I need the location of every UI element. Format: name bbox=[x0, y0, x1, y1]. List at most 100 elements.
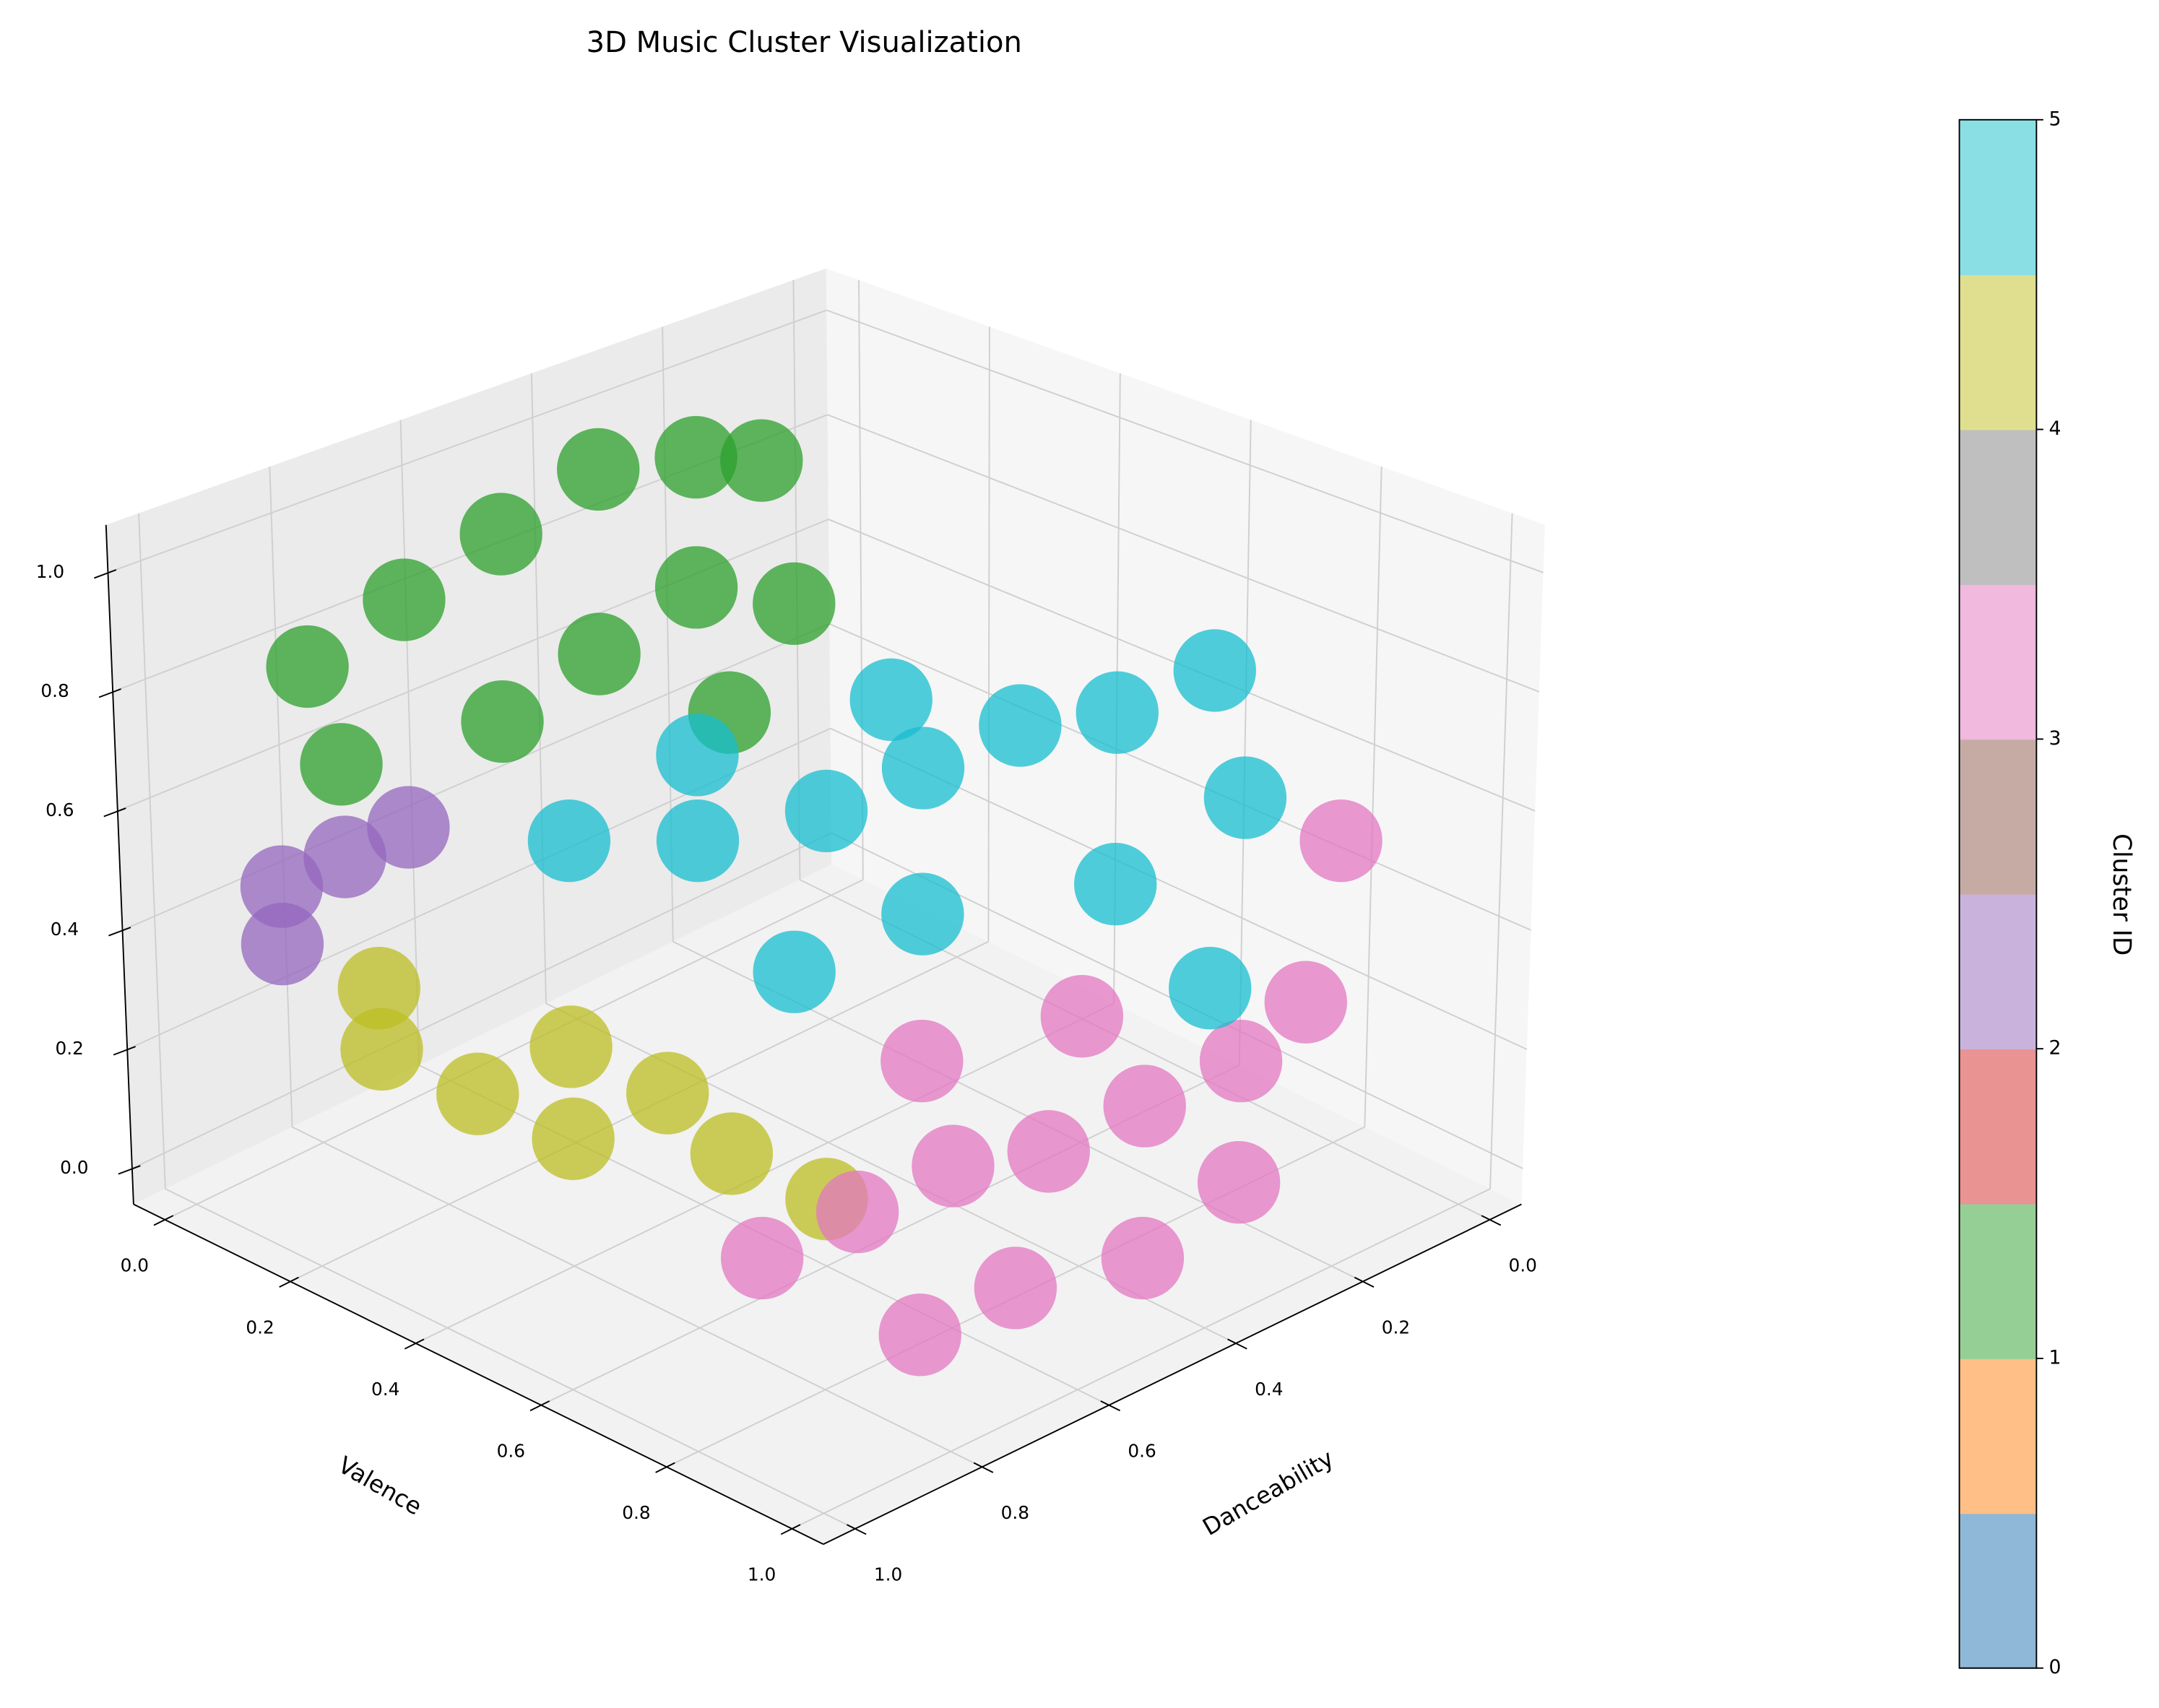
grid-line bbox=[122, 623, 830, 931]
colorbar-tick-label: 0 bbox=[2048, 1656, 2061, 1678]
point bbox=[1299, 799, 1383, 883]
colorbar-frame bbox=[1958, 118, 2038, 1669]
point bbox=[720, 1216, 804, 1300]
point bbox=[881, 1019, 964, 1103]
y-tick-label: 0.2 bbox=[246, 1317, 274, 1338]
point bbox=[979, 684, 1062, 767]
y-tick bbox=[780, 1524, 801, 1535]
point bbox=[654, 415, 737, 499]
point bbox=[1264, 961, 1347, 1044]
grid-line bbox=[131, 832, 832, 1169]
point bbox=[557, 428, 640, 511]
point bbox=[656, 799, 740, 883]
grid-line bbox=[827, 414, 1540, 693]
grid-line bbox=[269, 467, 293, 1127]
colorbar-band bbox=[1959, 584, 2037, 740]
colorbar-band bbox=[1959, 1358, 2037, 1514]
colorbar-band bbox=[1959, 1049, 2037, 1205]
point bbox=[300, 723, 383, 806]
z-tick bbox=[113, 1046, 136, 1056]
point bbox=[784, 769, 868, 853]
y-tick bbox=[655, 1462, 675, 1473]
grid-line bbox=[858, 279, 864, 880]
y-tick bbox=[529, 1400, 550, 1412]
colorbar-tick-label: 4 bbox=[2048, 417, 2061, 440]
point bbox=[1076, 671, 1159, 754]
point bbox=[1169, 947, 1252, 1030]
grid-line bbox=[987, 326, 990, 942]
grid-line bbox=[1238, 420, 1252, 1065]
point bbox=[1173, 629, 1256, 712]
colorbar-tick-label: 1 bbox=[2048, 1346, 2061, 1369]
point bbox=[1199, 1019, 1283, 1103]
point bbox=[337, 947, 420, 1030]
point bbox=[753, 562, 836, 645]
grid-line bbox=[1489, 513, 1513, 1189]
right-pane bbox=[826, 268, 1545, 1205]
point bbox=[303, 815, 386, 898]
point bbox=[690, 1112, 774, 1195]
x-tick bbox=[847, 1524, 867, 1535]
grid-line bbox=[826, 309, 1544, 573]
x-tick-label: 1.0 bbox=[874, 1564, 902, 1585]
point bbox=[626, 1052, 709, 1135]
colorbar-band bbox=[1959, 739, 2037, 895]
point bbox=[340, 1007, 423, 1091]
colorbar-label: Cluster ID bbox=[2107, 833, 2136, 955]
point bbox=[529, 1005, 613, 1088]
colorbar-band bbox=[1959, 893, 2037, 1050]
point bbox=[240, 845, 324, 928]
y-tick-label: 1.0 bbox=[748, 1564, 776, 1585]
grid-line bbox=[108, 309, 827, 573]
point bbox=[532, 1097, 615, 1180]
point bbox=[878, 1293, 961, 1377]
point bbox=[363, 558, 446, 641]
grid-line bbox=[292, 1126, 983, 1468]
point bbox=[1197, 1141, 1281, 1224]
point bbox=[436, 1052, 519, 1135]
x-tick-label: 0.8 bbox=[1001, 1502, 1029, 1523]
point bbox=[461, 680, 544, 763]
x-tick bbox=[1100, 1400, 1120, 1412]
y-axis-line bbox=[133, 1203, 824, 1546]
point bbox=[881, 872, 964, 955]
point bbox=[266, 625, 349, 708]
point bbox=[1103, 1065, 1186, 1148]
colorbar-tick-label: 3 bbox=[2048, 727, 2061, 750]
z-tick-label: 1.0 bbox=[36, 561, 64, 582]
point bbox=[912, 1124, 995, 1208]
point bbox=[1007, 1110, 1090, 1193]
grid-line bbox=[828, 623, 1531, 931]
y-tick-label: 0.0 bbox=[121, 1255, 149, 1276]
point bbox=[881, 727, 965, 810]
colorbar-band bbox=[1959, 1513, 2037, 1669]
colorbar-tick-label: 5 bbox=[2048, 108, 2061, 130]
x-tick-label: 0.0 bbox=[1509, 1255, 1537, 1276]
x-tick-label: 0.4 bbox=[1255, 1379, 1283, 1400]
colorbar-band bbox=[1959, 119, 2037, 276]
colorbar-band bbox=[1959, 429, 2037, 585]
y-tick bbox=[153, 1215, 174, 1226]
point bbox=[459, 493, 542, 576]
z-tick bbox=[94, 569, 117, 579]
y-tick-label: 0.6 bbox=[497, 1440, 525, 1461]
colorbar-band bbox=[1959, 1203, 2037, 1359]
point bbox=[1203, 756, 1287, 839]
y-tick-label: 0.8 bbox=[622, 1502, 650, 1523]
z-tick bbox=[108, 927, 131, 937]
colorbar-band bbox=[1959, 274, 2037, 430]
z-tick-label: 0.0 bbox=[60, 1157, 88, 1178]
point bbox=[1101, 1216, 1185, 1300]
point bbox=[527, 799, 611, 883]
point bbox=[720, 419, 803, 502]
z-tick-label: 0.2 bbox=[55, 1038, 83, 1059]
x-tick bbox=[973, 1462, 994, 1473]
y-tick bbox=[404, 1338, 425, 1350]
grid-line bbox=[792, 1188, 1491, 1530]
y-tick-label: 0.4 bbox=[371, 1379, 399, 1400]
x-tick bbox=[1227, 1338, 1247, 1350]
point bbox=[974, 1247, 1057, 1330]
colorbar-tick-label: 2 bbox=[2048, 1037, 2061, 1059]
point bbox=[241, 903, 324, 986]
